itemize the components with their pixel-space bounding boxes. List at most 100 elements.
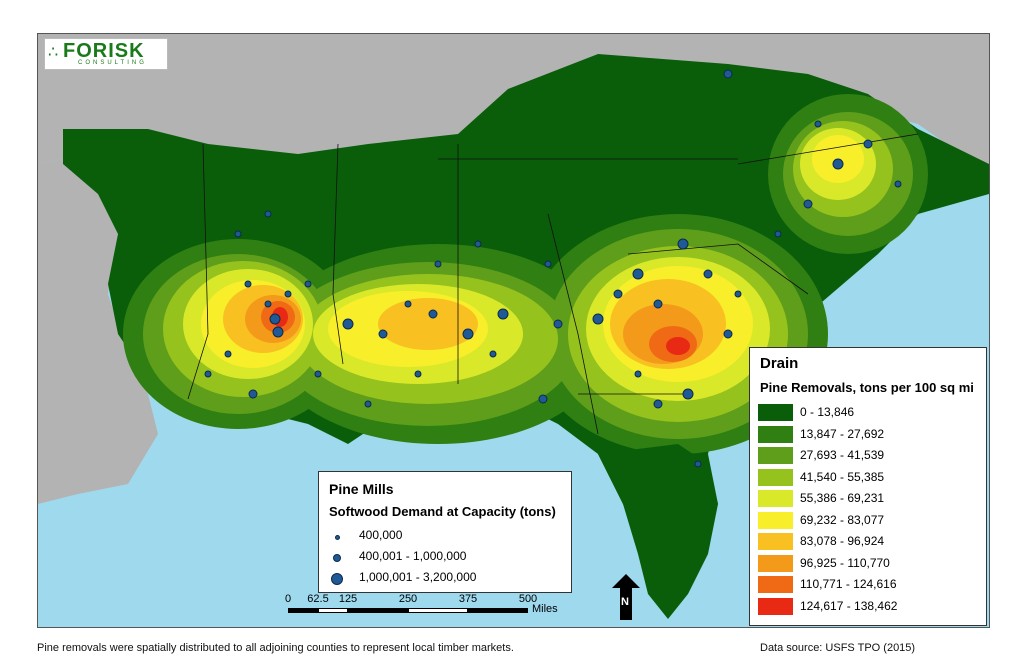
mill-point xyxy=(803,199,813,209)
scale-units: Miles xyxy=(532,603,558,615)
mill-point xyxy=(723,329,733,339)
mill-point xyxy=(632,268,644,280)
drain-legend-title: Drain xyxy=(760,355,799,372)
scale-bar: 0 62.5 125 250 375 500 Miles xyxy=(276,593,596,619)
mill-point xyxy=(634,370,642,378)
drain-swatch xyxy=(758,447,793,464)
pine-mill-points xyxy=(204,69,902,468)
mills-legend-subtitle: Softwood Demand at Capacity (tons) xyxy=(329,504,556,519)
scale-tick-label: 250 xyxy=(398,593,418,605)
map-canvas xyxy=(38,34,989,619)
mill-class-label: 400,001 - 1,000,000 xyxy=(359,549,467,563)
drain-swatch xyxy=(758,511,793,529)
drain-class-label: 27,693 - 41,539 xyxy=(800,448,885,462)
drain-class-label: 41,540 - 55,385 xyxy=(800,469,885,484)
mill-point xyxy=(703,269,713,279)
mill-point xyxy=(244,280,252,288)
drain-class-label: 110,771 - 124,616 xyxy=(800,577,897,591)
north-arrow-icon xyxy=(612,574,640,620)
mill-point xyxy=(538,394,548,404)
mill-size-dot xyxy=(333,554,341,562)
mill-point xyxy=(314,370,322,378)
footer-source: Data source: USFS TPO (2015) xyxy=(760,642,916,654)
logo-subtitle: CONSULTING xyxy=(78,60,147,66)
logo-name: FORISK xyxy=(63,40,145,62)
drain-legend-subtitle: Pine Removals, tons per 100 sq mi xyxy=(760,380,974,395)
mill-point xyxy=(428,309,438,319)
drain-swatch xyxy=(758,576,793,593)
north-arrow: N xyxy=(612,574,640,620)
scale-segment xyxy=(408,608,468,613)
drain-swatch xyxy=(758,404,793,421)
scale-tick-label: 0 xyxy=(284,593,292,605)
drain-swatch xyxy=(758,533,793,550)
mill-point xyxy=(269,313,281,325)
mill-point xyxy=(272,326,284,338)
mill-point xyxy=(653,399,663,409)
mill-size-dot xyxy=(331,573,343,585)
mills-legend-title: Pine Mills xyxy=(329,481,394,497)
mill-point xyxy=(234,230,242,238)
mill-point xyxy=(248,389,258,399)
drain-swatch xyxy=(758,597,793,615)
drain-swatch xyxy=(758,554,793,572)
mill-point xyxy=(894,180,902,188)
scale-segment xyxy=(468,608,528,613)
drain-zone-central-5 xyxy=(378,298,478,350)
mill-point xyxy=(264,210,272,218)
mill-point xyxy=(734,290,742,298)
drain-class-label: 55,386 - 69,231 xyxy=(800,491,885,505)
drain-class-label: 96,925 - 110,770 xyxy=(800,555,890,570)
mill-point xyxy=(414,370,422,378)
mill-point xyxy=(378,329,388,339)
mill-point xyxy=(863,139,873,149)
mill-point xyxy=(404,300,412,308)
scale-segment xyxy=(288,608,318,613)
scale-tick-label: 500 xyxy=(518,593,538,605)
drain-swatch xyxy=(758,425,793,443)
mill-point xyxy=(832,158,844,170)
mill-class-label: 400,000 xyxy=(359,528,403,542)
mill-point xyxy=(682,388,694,400)
mill-point xyxy=(497,308,509,320)
mills-legend: Pine Mills Softwood Demand at Capacity (… xyxy=(318,471,572,593)
mill-size-dot xyxy=(334,534,340,540)
drain-zone-east-8 xyxy=(666,337,690,355)
mill-point xyxy=(613,289,623,299)
mill-point xyxy=(474,240,482,248)
state-boundaries xyxy=(187,133,919,435)
footer-note: Pine removals were spatially distributed… xyxy=(37,642,514,654)
drain-legend: Drain Pine Removals, tons per 100 sq mi … xyxy=(749,347,987,626)
drain-class-label: 69,232 - 83,077 xyxy=(800,512,885,527)
scale-tick-label: 125 xyxy=(338,593,358,605)
mill-point xyxy=(677,238,689,250)
scale-tick-label: 62.5 xyxy=(307,593,329,605)
map-frame: ∴ FORISK CONSULTING Drain Pine Removals,… xyxy=(37,33,990,628)
north-label: N xyxy=(621,596,629,608)
mill-point xyxy=(774,230,782,238)
mill-point xyxy=(814,120,822,128)
mill-point xyxy=(284,290,292,298)
mill-point xyxy=(544,260,552,268)
drain-swatch xyxy=(758,490,793,507)
mill-point xyxy=(204,370,212,378)
mill-class-label: 1,000,001 - 3,200,000 xyxy=(359,570,477,584)
land-outside-west xyxy=(38,159,158,504)
scale-tick-label: 375 xyxy=(458,593,478,605)
drain-class-label: 83,078 - 96,924 xyxy=(800,534,885,548)
mill-point xyxy=(462,328,474,340)
mill-point xyxy=(489,350,497,358)
scale-segment xyxy=(348,608,408,613)
forisk-logo: ∴ FORISK CONSULTING xyxy=(44,38,168,70)
florida-peninsula xyxy=(598,444,718,619)
mill-point xyxy=(653,299,663,309)
drain-swatch xyxy=(758,468,793,486)
mill-point xyxy=(723,69,733,79)
mill-point xyxy=(264,300,272,308)
mill-point xyxy=(553,319,563,329)
mill-point xyxy=(304,280,312,288)
mill-point xyxy=(364,400,372,408)
drain-class-label: 124,617 - 138,462 xyxy=(800,598,898,613)
mill-point xyxy=(342,318,354,330)
mill-point xyxy=(592,313,604,325)
